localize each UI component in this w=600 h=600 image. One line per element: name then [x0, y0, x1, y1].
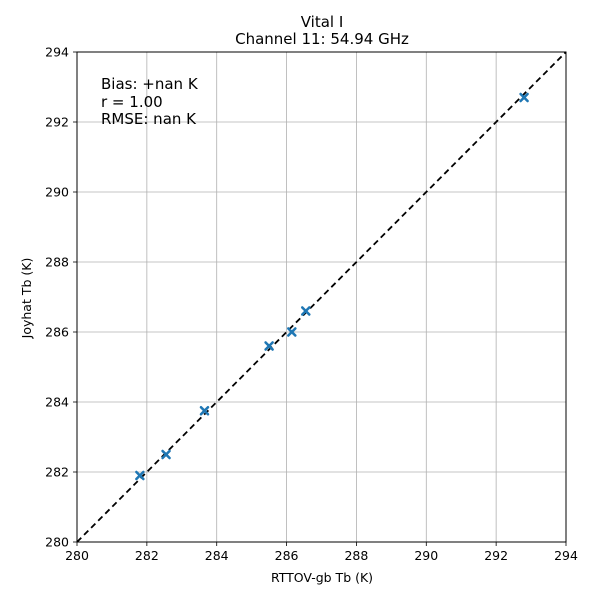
identity-reference-line — [76, 51, 567, 543]
data-point — [264, 341, 274, 351]
chart-subtitle: Channel 11: 54.94 GHz — [235, 30, 409, 48]
stats-annotation: Bias: +nan K r = 1.00 RMSE: nan K — [101, 75, 199, 128]
data-point — [161, 449, 171, 460]
stats-r: r = 1.00 — [101, 93, 163, 111]
x-axis-label: RTTOV-gb Tb (K) — [271, 570, 373, 585]
y-tick-label: 286 — [45, 325, 69, 340]
plot-frame — [76, 51, 567, 543]
data-point — [199, 405, 210, 416]
x-tick-label: 294 — [554, 548, 578, 563]
y-axis-label: Joyhat Tb (K) — [19, 258, 34, 340]
data-points — [135, 92, 529, 481]
x-tick-label: 290 — [414, 548, 438, 563]
data-point — [287, 327, 297, 337]
x-tick-label: 286 — [275, 548, 299, 563]
data-point — [135, 470, 145, 481]
x-tick-label: 284 — [205, 548, 229, 563]
x-tick-label: 280 — [65, 548, 89, 563]
y-tick-label: 294 — [45, 45, 69, 60]
y-tick-label: 284 — [45, 395, 69, 410]
y-tick-label: 282 — [45, 465, 69, 480]
grid-lines — [76, 51, 567, 543]
y-tick-label: 280 — [45, 535, 69, 550]
data-point — [519, 92, 529, 103]
x-tick-label: 282 — [135, 548, 159, 563]
y-tick-label: 292 — [45, 115, 69, 130]
x-tick-label: 288 — [344, 548, 368, 563]
data-point — [300, 306, 311, 316]
y-axis-ticks: 280 282 284 286 288 290 292 294 — [45, 45, 77, 550]
stats-bias: Bias: +nan K — [101, 75, 199, 93]
y-tick-label: 290 — [45, 185, 69, 200]
y-tick-label: 288 — [45, 255, 69, 270]
x-tick-label: 292 — [484, 548, 508, 563]
stats-rmse: RMSE: nan K — [101, 110, 197, 128]
x-axis-ticks: 280 282 284 286 288 290 292 294 — [65, 542, 578, 563]
chart-title: Vital I — [301, 13, 344, 31]
